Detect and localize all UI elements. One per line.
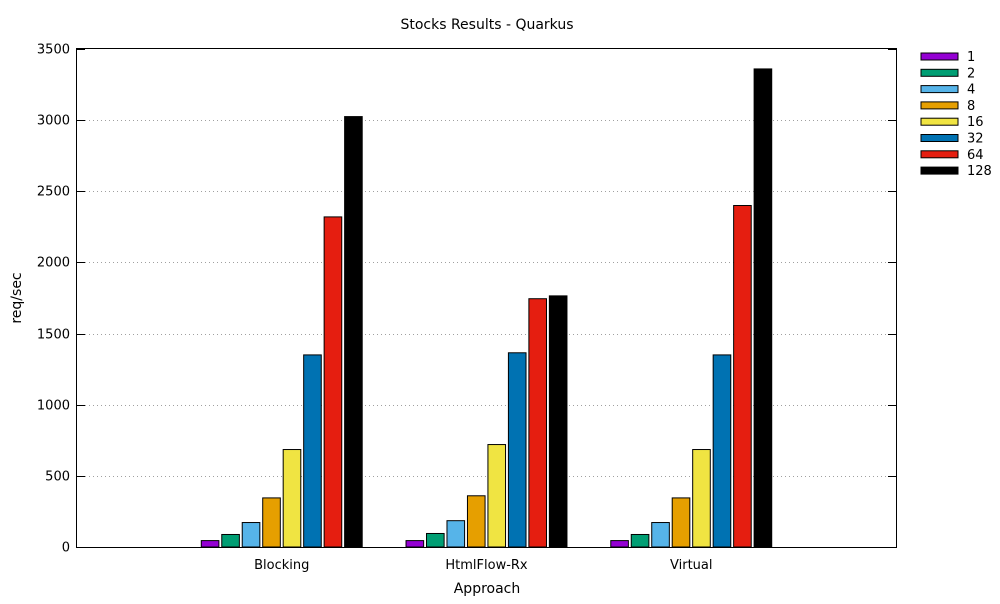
bar-4-virtual: [651, 522, 670, 548]
legend-swatch: [920, 117, 959, 126]
bar-4-blocking: [241, 522, 261, 548]
bar-128-htmlflow-rx: [548, 295, 568, 548]
legend-swatch: [920, 101, 959, 110]
bar-64-virtual: [733, 205, 752, 548]
bar-1-blocking: [200, 540, 220, 548]
bar-64-htmlflow-rx: [528, 298, 547, 548]
y-axis-label: req/sec: [9, 272, 25, 323]
bar-64-blocking: [323, 216, 343, 548]
x-axis-label: Approach: [454, 581, 521, 597]
bar-2-virtual: [630, 533, 650, 548]
legend-label: 64: [967, 148, 984, 163]
bar-16-blocking: [282, 449, 302, 548]
bar-8-htmlflow-rx: [466, 495, 486, 548]
bar-16-htmlflow-rx: [487, 444, 507, 548]
bar-32-blocking: [303, 354, 322, 548]
legend-label: 32: [967, 132, 984, 147]
bar-32-htmlflow-rx: [507, 352, 527, 548]
legend-label: 8: [967, 99, 975, 114]
legend-label: 16: [967, 115, 984, 130]
plot-frame: [76, 48, 897, 548]
y-tick-label: 0: [62, 541, 70, 556]
y-tick-label: 1000: [37, 399, 70, 414]
bar-1-virtual: [610, 540, 629, 548]
bars: [200, 68, 773, 548]
bar-32-virtual: [712, 354, 732, 548]
legend-swatch: [920, 52, 959, 61]
bar-1-htmlflow-rx: [405, 540, 425, 548]
y-tick-label: 1500: [37, 328, 70, 343]
x-tick-label: HtmlFlow-Rx: [445, 558, 528, 573]
legend-swatch: [920, 150, 959, 159]
y-tick-label: 2500: [37, 185, 70, 200]
y-tick-label: 500: [45, 470, 70, 485]
legend-swatch: [920, 68, 959, 77]
legend-label: 128: [967, 164, 992, 179]
bar-16-virtual: [692, 449, 711, 548]
legend-swatch: [920, 85, 959, 94]
x-tick-label: Virtual: [670, 558, 712, 573]
bar-8-blocking: [262, 497, 281, 548]
y-tick-label: 3000: [37, 114, 70, 129]
bar-4-htmlflow-rx: [446, 520, 466, 548]
bar-2-blocking: [221, 533, 240, 548]
y-tick-label: 3500: [37, 43, 70, 58]
legend-label: 2: [967, 66, 975, 81]
legend-swatch: [920, 134, 959, 142]
grid-lines: [77, 120, 896, 477]
bar-2-htmlflow-rx: [426, 532, 445, 548]
x-tick-label: Blocking: [254, 558, 309, 573]
bar-128-virtual: [753, 68, 773, 548]
bar-128-blocking: [344, 116, 363, 548]
y-ticks: 0 500 1000 1500 2000 2500 3000 3500: [37, 43, 896, 556]
legend-swatch: [920, 166, 959, 175]
bar-8-virtual: [671, 497, 691, 548]
y-tick-label: 2000: [37, 256, 70, 271]
x-ticks: Blocking HtmlFlow-Rx Virtual: [254, 558, 712, 573]
legend-label: 4: [967, 83, 975, 98]
chart-title: Stocks Results - Quarkus: [400, 17, 573, 33]
legend-label: 1: [967, 50, 975, 65]
